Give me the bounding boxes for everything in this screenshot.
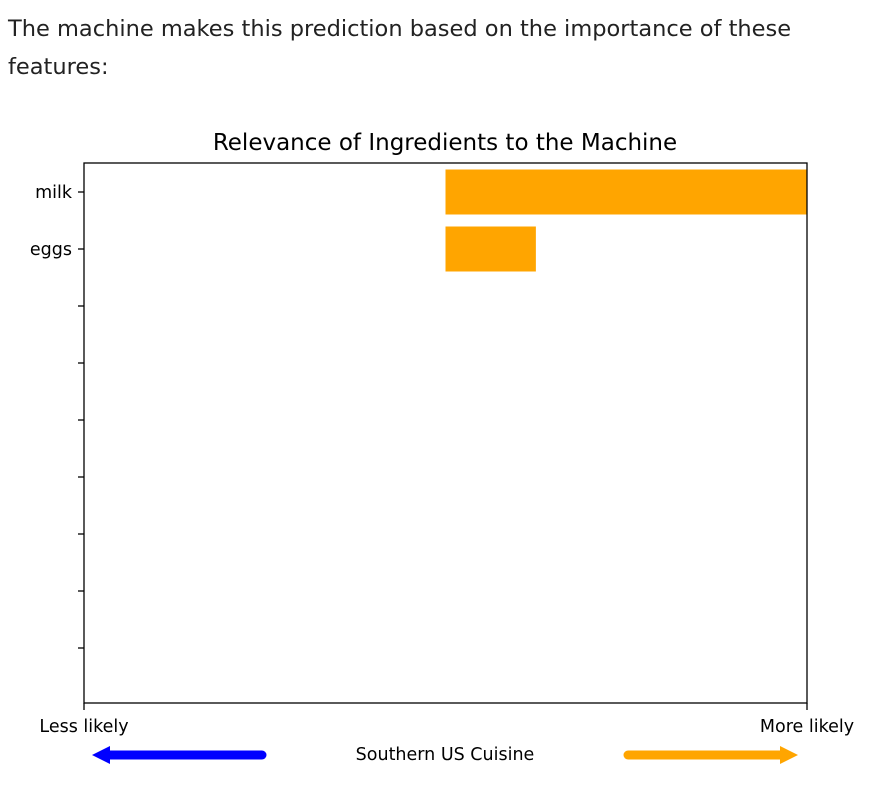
y-tick-label-milk: milk bbox=[35, 183, 73, 203]
bar-eggs bbox=[445, 226, 536, 272]
intro-text: The machine makes this prediction based … bbox=[8, 16, 792, 80]
x-axis-label: Southern US Cuisine bbox=[356, 745, 535, 765]
less-likely-arrow bbox=[92, 746, 267, 764]
plot-frame bbox=[83, 162, 808, 704]
x-right-label: More likely bbox=[760, 717, 854, 737]
bar-milk bbox=[445, 169, 807, 215]
more-likely-arrow bbox=[623, 746, 798, 764]
y-tick-label-eggs: eggs bbox=[30, 240, 72, 260]
chart-title: Relevance of Ingredients to the Machine bbox=[213, 130, 677, 156]
x-left-label: Less likely bbox=[39, 717, 128, 737]
